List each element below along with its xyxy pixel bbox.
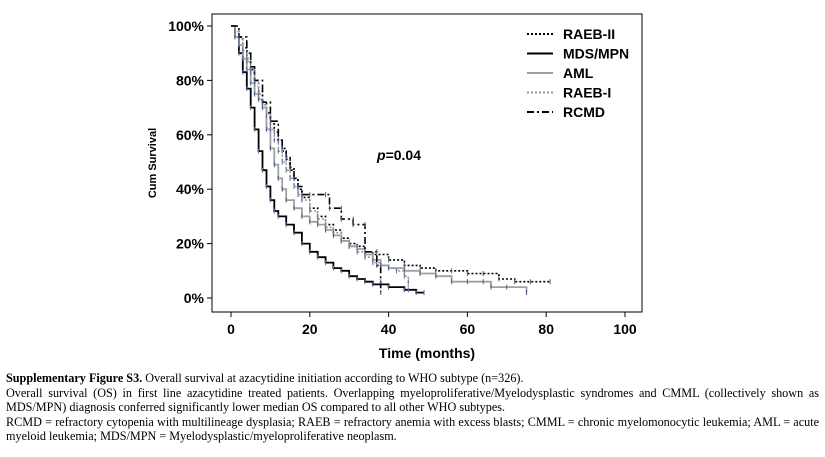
series-raeb-i xyxy=(231,25,410,293)
x-tick-label: 20 xyxy=(302,321,318,337)
y-tick-label: 80% xyxy=(176,72,205,88)
legend: RAEB-II MDS/MPN AML RAEB-I RCMD xyxy=(527,26,629,120)
series-rcmd xyxy=(231,25,382,296)
x-tick-label: 100 xyxy=(613,321,637,337)
legend-label-mds-mpn: MDS/MPN xyxy=(563,46,629,62)
legend-label-rcmd: RCMD xyxy=(563,104,605,120)
y-axis-label: Cum Survival xyxy=(147,128,159,198)
series-line-rcmd xyxy=(231,25,382,293)
y-tick-label: 100% xyxy=(168,18,204,34)
x-tick-label: 0 xyxy=(227,321,235,337)
legend-label-aml: AML xyxy=(563,65,594,81)
y-tick-label: 20% xyxy=(176,236,205,252)
plot-border xyxy=(211,13,643,313)
y-tick-label: 0% xyxy=(184,290,205,306)
y-tick-label: 60% xyxy=(176,127,205,143)
p-value-suffix: =0.04 xyxy=(386,147,422,163)
x-tick-label: 80 xyxy=(538,321,554,337)
plot-frame xyxy=(211,13,643,313)
legend-label-raeb-ii: RAEB-II xyxy=(563,26,615,42)
survival-chart: 0% 20% 40% 60% 80% 100% 0 20 40 60 80 100 Cum Survi… xyxy=(147,13,643,361)
p-value-annotation: p=0.04 xyxy=(376,147,421,163)
tick-labels: 0% 20% 40% 60% 80% 100% 0 20 40 60 80 100 xyxy=(168,18,637,337)
legend-label-raeb-i: RAEB-I xyxy=(563,85,611,101)
p-value-prefix: p xyxy=(376,147,386,163)
x-tick-label: 40 xyxy=(381,321,397,337)
x-axis-label: Time (months) xyxy=(379,345,475,361)
series-line-raeb-i xyxy=(231,25,410,290)
series-layer xyxy=(231,25,551,296)
caption-abbreviations: RCMD = refractory cytopenia with multili… xyxy=(6,414,819,444)
x-tick-label: 60 xyxy=(460,321,476,337)
caption-description: Overall survival (OS) in first line azac… xyxy=(6,385,819,415)
figure-caption: Supplementary Figure S3. Overall surviva… xyxy=(6,371,819,444)
caption-title: Overall survival at azacytidine initiati… xyxy=(142,371,524,385)
caption-title-line: Supplementary Figure S3. Overall surviva… xyxy=(6,371,819,386)
y-tick-label: 40% xyxy=(176,181,205,197)
caption-label: Supplementary Figure S3. xyxy=(6,371,143,385)
